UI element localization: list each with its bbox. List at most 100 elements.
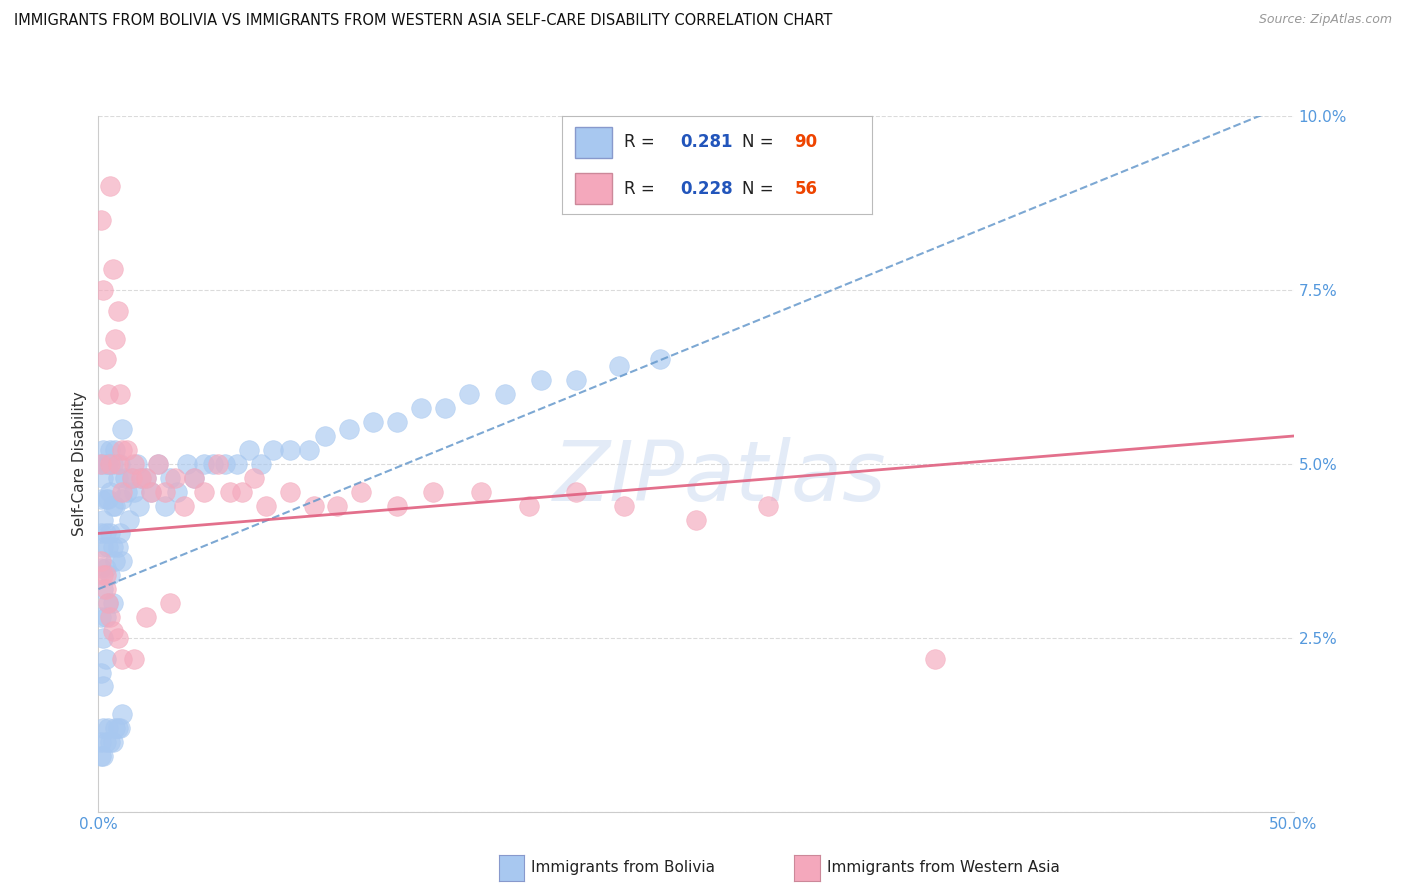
Point — [111, 422, 134, 436]
Point — [219, 484, 242, 499]
Point — [385, 499, 409, 513]
Point — [101, 596, 124, 610]
Point — [207, 457, 229, 471]
Point — [422, 484, 444, 499]
Point — [148, 457, 170, 471]
Point — [302, 499, 325, 513]
Point — [107, 303, 129, 318]
Bar — [575, 173, 612, 204]
Point — [139, 484, 162, 499]
Point — [924, 651, 946, 665]
Point — [98, 610, 122, 624]
Point — [91, 442, 114, 457]
Point — [339, 422, 361, 436]
Point — [104, 554, 127, 568]
Point — [90, 561, 112, 575]
Point — [98, 735, 122, 749]
Point — [107, 457, 129, 471]
Point — [90, 749, 112, 764]
Point — [91, 568, 114, 582]
Point — [128, 499, 150, 513]
Point — [104, 332, 127, 346]
Point — [98, 484, 122, 499]
Point — [101, 735, 124, 749]
Point — [90, 213, 112, 227]
Point — [98, 526, 122, 541]
Point — [107, 721, 129, 735]
Point — [101, 499, 124, 513]
Point — [107, 471, 129, 485]
Point — [101, 457, 124, 471]
Point — [111, 484, 134, 499]
Point — [135, 471, 157, 485]
Point — [97, 387, 120, 401]
Point — [685, 512, 707, 526]
Point — [104, 442, 127, 457]
Point — [278, 442, 301, 457]
Point — [148, 457, 170, 471]
Point — [124, 457, 146, 471]
Point — [298, 442, 321, 457]
Point — [98, 442, 122, 457]
Point — [91, 721, 114, 735]
Point — [131, 471, 153, 485]
Point — [124, 651, 146, 665]
Point — [104, 721, 127, 735]
Point — [193, 457, 215, 471]
Point — [90, 554, 112, 568]
Point — [90, 735, 112, 749]
Point — [108, 721, 131, 735]
Point — [94, 582, 117, 596]
Point — [121, 471, 143, 485]
Point — [238, 442, 260, 457]
Point — [98, 457, 122, 471]
Point — [517, 499, 540, 513]
Point — [125, 457, 148, 471]
Point — [131, 471, 153, 485]
Text: R =: R = — [624, 179, 661, 197]
Point — [91, 582, 114, 596]
Point — [118, 512, 141, 526]
Point — [94, 610, 117, 624]
Point — [315, 429, 337, 443]
Text: ZIPatlas: ZIPatlas — [553, 437, 887, 518]
Point — [97, 491, 120, 506]
Point — [159, 471, 181, 485]
Text: N =: N = — [742, 134, 779, 152]
Point — [94, 457, 117, 471]
Point — [91, 680, 114, 694]
Point — [756, 499, 779, 513]
Text: 90: 90 — [794, 134, 817, 152]
Point — [111, 554, 134, 568]
Point — [214, 457, 236, 471]
Point — [111, 442, 134, 457]
Point — [98, 568, 122, 582]
Point — [173, 499, 195, 513]
Point — [243, 471, 266, 485]
Point — [101, 541, 124, 555]
Point — [121, 471, 143, 485]
Point — [94, 352, 117, 367]
Point — [115, 442, 138, 457]
Point — [104, 499, 127, 513]
Point — [226, 457, 249, 471]
Point — [350, 484, 373, 499]
Point — [97, 596, 120, 610]
Text: Source: ZipAtlas.com: Source: ZipAtlas.com — [1258, 13, 1392, 27]
Point — [115, 484, 138, 499]
Point — [155, 499, 177, 513]
Point — [114, 471, 136, 485]
Point — [111, 707, 134, 722]
Text: Immigrants from Bolivia: Immigrants from Bolivia — [531, 861, 716, 875]
Point — [97, 596, 120, 610]
Text: Immigrants from Western Asia: Immigrants from Western Asia — [827, 861, 1060, 875]
Point — [159, 596, 181, 610]
Point — [434, 401, 457, 416]
Point — [108, 387, 131, 401]
Point — [363, 415, 385, 429]
Point — [91, 541, 114, 555]
Point — [254, 499, 277, 513]
Point — [278, 484, 301, 499]
Point — [94, 651, 117, 665]
Point — [101, 624, 124, 638]
